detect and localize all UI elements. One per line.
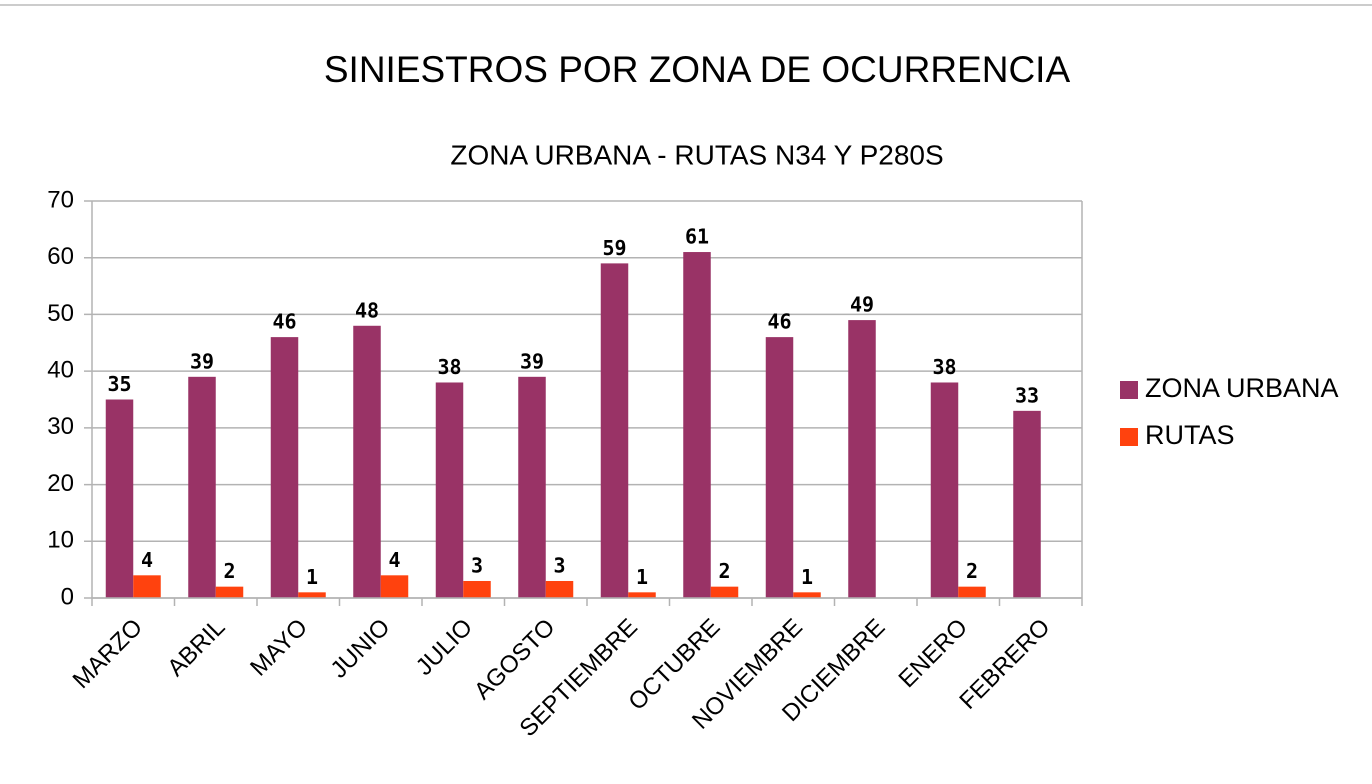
y-tick-label: 10 [47, 527, 74, 554]
y-tick-label: 50 [47, 300, 74, 327]
bar [105, 399, 134, 598]
bar [298, 592, 326, 598]
bar [958, 586, 986, 598]
bar [463, 580, 491, 598]
legend-label: RUTAS [1145, 420, 1235, 450]
value-label: 3 [471, 553, 483, 577]
value-label: 35 [107, 372, 131, 396]
y-tick-label: 70 [47, 186, 74, 213]
y-tick-label: 30 [47, 413, 74, 440]
bar [765, 337, 794, 598]
legend-swatch [1120, 428, 1138, 446]
x-tick-label: ABRIL [162, 614, 230, 682]
bar [133, 575, 161, 598]
bar [380, 575, 409, 598]
value-label: 48 [355, 298, 379, 322]
value-label: 61 [685, 225, 709, 249]
chart-title: SINIESTROS POR ZONA DE OCURRENCIA [324, 49, 1071, 90]
value-label: 2 [966, 559, 978, 583]
value-label: 1 [636, 565, 648, 589]
legend-swatch [1120, 381, 1138, 399]
y-tick-label: 40 [47, 356, 74, 383]
value-label: 4 [141, 548, 153, 572]
value-label: 4 [388, 548, 400, 572]
bar [710, 586, 739, 598]
value-label: 3 [553, 553, 565, 577]
value-label: 59 [602, 236, 626, 260]
bar [353, 325, 381, 598]
value-label: 46 [272, 310, 296, 334]
x-tick-label: JUNIO [325, 614, 395, 684]
x-tick-label: ENERO [894, 614, 973, 693]
value-label: 38 [437, 355, 461, 379]
bar [215, 586, 244, 598]
bar [628, 592, 656, 598]
value-label: 1 [801, 565, 813, 589]
value-label: 38 [932, 355, 956, 379]
bar [435, 382, 464, 598]
value-label: 1 [306, 565, 318, 589]
value-label: 2 [718, 559, 730, 583]
value-label: 46 [767, 310, 791, 334]
bar [930, 382, 959, 598]
x-tick-label: FEBRERO [954, 614, 1055, 715]
x-tick-label: JULIO [411, 614, 478, 681]
value-label: 39 [190, 349, 214, 373]
bar [545, 580, 574, 598]
bar [683, 252, 711, 599]
bar [1013, 410, 1041, 598]
x-tick-label: MARZO [68, 614, 148, 694]
bar [518, 376, 546, 598]
y-tick-label: 60 [47, 243, 74, 270]
legend-label: ZONA URBANA [1145, 373, 1339, 403]
value-label: 49 [850, 293, 874, 317]
chart-subtitle: ZONA URBANA - RUTAS N34 Y P280S [450, 139, 943, 170]
value-label: 2 [223, 559, 235, 583]
value-label: 39 [520, 349, 544, 373]
y-tick-label: 0 [61, 583, 74, 610]
bar [270, 337, 299, 598]
y-tick-label: 20 [47, 470, 74, 497]
x-tick-label: MAYO [245, 614, 313, 682]
bar [848, 320, 876, 598]
bar [188, 376, 216, 598]
bar [793, 592, 821, 598]
bar [600, 263, 629, 598]
value-label: 33 [1015, 383, 1039, 407]
